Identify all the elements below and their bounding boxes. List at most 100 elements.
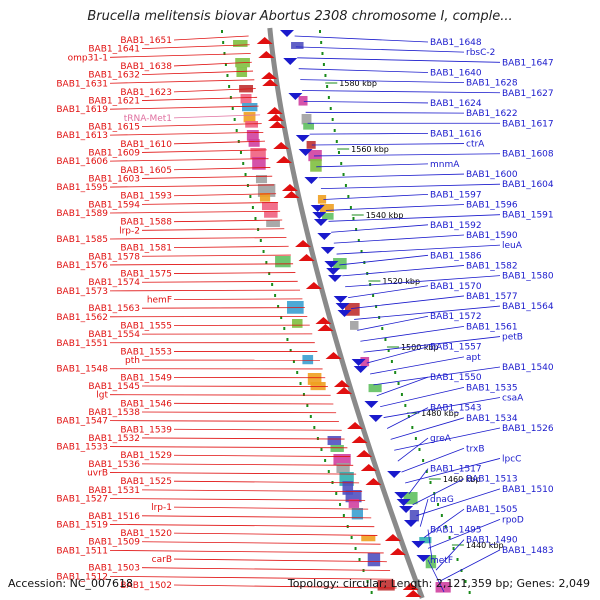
gene-label-right[interactable]: BAB1_1570 — [430, 282, 482, 292]
gene-label-right[interactable]: BAB1_1596 — [466, 201, 518, 211]
gene-label-right[interactable]: BAB1_1572 — [430, 312, 482, 322]
gene-label-right[interactable]: BAB1_1540 — [502, 363, 554, 373]
gene-label-right[interactable]: BAB1_1640 — [430, 68, 482, 78]
gene-label-left[interactable]: BAB1_1589 — [56, 209, 108, 219]
gene-label-right[interactable]: BAB1_1616 — [430, 129, 482, 139]
gene-label-right[interactable]: BAB1_1648 — [430, 38, 482, 48]
gene-label-right[interactable]: greA — [430, 434, 452, 444]
gene-label-right[interactable]: csaA — [502, 393, 524, 403]
gene-label-left[interactable]: BAB1_1574 — [88, 278, 140, 288]
gene-label-left[interactable]: carB — [152, 555, 172, 565]
gene-label-left[interactable]: BAB1_1531 — [88, 486, 140, 496]
gene-label-left[interactable]: BAB1_1619 — [56, 105, 108, 115]
gene-label-right[interactable]: BAB1_1513 — [466, 475, 518, 485]
gene-label-right[interactable]: BAB1_1534 — [466, 414, 518, 424]
gene-label-right[interactable]: BAB1_1591 — [502, 211, 554, 221]
gene-label-right[interactable]: trxB — [466, 444, 485, 454]
gene-label-right[interactable]: BAB1_1510 — [502, 485, 554, 495]
gene-label-left[interactable]: BAB1_1588 — [120, 218, 172, 228]
gene-label-left[interactable]: BAB1_1638 — [120, 62, 172, 72]
gene-label-right[interactable]: BAB1_1627 — [502, 89, 554, 99]
gene-label-right[interactable]: BAB1_1580 — [502, 272, 554, 282]
gene-label-right[interactable]: metF — [430, 556, 453, 566]
gene-label-left[interactable]: BAB1_1631 — [56, 79, 108, 89]
gene-label-right[interactable]: BAB1_1490 — [466, 536, 518, 546]
gene-label-right[interactable]: BAB1_1628 — [466, 79, 518, 89]
gene-label-left[interactable]: BAB1_1553 — [120, 347, 172, 357]
gene-label-left[interactable]: BAB1_1527 — [56, 494, 108, 504]
gene-label-left[interactable]: BAB1_1641 — [88, 45, 140, 55]
gene-label-left[interactable]: BAB1_1555 — [120, 321, 172, 331]
gene-label-left[interactable]: BAB1_1563 — [88, 304, 140, 314]
gene-label-left[interactable]: BAB1_1593 — [120, 192, 172, 202]
gene-label-left[interactable]: BAB1_1538 — [88, 408, 140, 418]
gene-label-right[interactable]: petB — [502, 333, 523, 343]
gene-label-left[interactable]: BAB1_1520 — [120, 529, 172, 539]
gene-label-right[interactable]: leuA — [502, 241, 523, 251]
gene-label-left[interactable]: BAB1_1545 — [88, 382, 140, 392]
gene-label-left[interactable]: BAB1_1549 — [120, 373, 172, 383]
gene-label-right[interactable]: BAB1_1543 — [430, 404, 482, 414]
gene-label-left[interactable]: BAB1_1585 — [56, 235, 108, 245]
gene-label-right[interactable]: rpoD — [502, 515, 524, 525]
gene-label-left[interactable]: BAB1_1547 — [56, 417, 108, 427]
gene-label-left[interactable]: BAB1_1575 — [120, 270, 172, 280]
gene-label-right[interactable]: BAB1_1505 — [466, 505, 518, 515]
gene-label-right[interactable]: BAB1_1590 — [466, 231, 518, 241]
gene-label-left[interactable]: BAB1_1533 — [56, 443, 108, 453]
gene-label-right[interactable]: BAB1_1622 — [466, 109, 518, 119]
gene-label-left[interactable]: BAB1_1546 — [120, 399, 172, 409]
gene-label-left[interactable]: BAB1_1548 — [56, 365, 108, 375]
gene-label-left[interactable]: BAB1_1632 — [88, 71, 140, 81]
gene-label-right[interactable]: BAB1_1535 — [466, 383, 518, 393]
gene-label-left[interactable]: hemF — [147, 296, 172, 306]
gene-label-left[interactable]: BAB1_1503 — [88, 564, 140, 574]
gene-label-left[interactable]: BAB1_1511 — [56, 546, 108, 556]
gene-label-right[interactable]: BAB1_1597 — [430, 190, 482, 200]
gene-label-left[interactable]: BAB1_1606 — [56, 157, 108, 167]
gene-label-right[interactable]: BAB1_1577 — [466, 292, 518, 302]
gene-label-right[interactable]: BAB1_1600 — [466, 170, 518, 180]
gene-label-right[interactable]: BAB1_1557 — [430, 343, 482, 353]
gene-label-left[interactable]: BAB1_1532 — [88, 434, 140, 444]
gene-label-left[interactable]: uvrB — [87, 469, 108, 479]
gene-label-left[interactable]: BAB1_1551 — [56, 339, 108, 349]
gene-label-right[interactable]: BAB1_1561 — [466, 322, 518, 332]
gene-label-left[interactable]: BAB1_1562 — [56, 313, 108, 323]
gene-label-left[interactable]: BAB1_1576 — [56, 261, 108, 271]
gene-label-right[interactable]: BAB1_1647 — [502, 58, 554, 68]
gene-label-left[interactable]: BAB1_1509 — [88, 538, 140, 548]
gene-label-right[interactable]: BAB1_1617 — [502, 119, 554, 129]
gene-label-left[interactable]: lgt — [96, 391, 108, 401]
gene-label-left[interactable]: BAB1_1529 — [120, 451, 172, 461]
gene-label-right[interactable]: BAB1_1495 — [430, 526, 482, 536]
gene-label-right[interactable]: rbsC-2 — [466, 48, 495, 58]
gene-label-left[interactable]: BAB1_1610 — [120, 140, 172, 150]
gene-label-right[interactable]: BAB1_1624 — [430, 99, 482, 109]
gene-label-left[interactable]: BAB1_1605 — [120, 166, 172, 176]
gene-label-left[interactable]: lrp-2 — [119, 226, 140, 236]
gene-label-left[interactable]: tRNA-Met1 — [124, 114, 172, 124]
gene-label-left[interactable]: BAB1_1536 — [88, 460, 140, 470]
gene-label-left[interactable]: BAB1_1539 — [120, 425, 172, 435]
gene-label-left[interactable]: BAB1_1516 — [88, 512, 140, 522]
gene-label-left[interactable]: BAB1_1525 — [120, 477, 172, 487]
gene-label-left[interactable]: BAB1_1594 — [88, 200, 140, 210]
gene-label-left[interactable]: lrp-1 — [151, 503, 172, 513]
gene-label-right[interactable]: BAB1_1517 — [430, 465, 482, 475]
gene-label-left[interactable]: BAB1_1502 — [120, 581, 172, 591]
gene-label-left[interactable]: BAB1_1623 — [120, 88, 172, 98]
gene-label-right[interactable]: mnmA — [430, 160, 460, 170]
gene-label-left[interactable]: BAB1_1613 — [56, 131, 108, 141]
gene-label-left[interactable]: BAB1_1573 — [56, 287, 108, 297]
gene-label-right[interactable]: BAB1_1608 — [502, 150, 554, 160]
gene-label-right[interactable]: BAB1_1592 — [430, 221, 482, 231]
gene-label-left[interactable]: BAB1_1512 — [56, 572, 108, 582]
gene-label-left[interactable]: BAB1_1603 — [88, 174, 140, 184]
gene-label-left[interactable]: BAB1_1519 — [56, 520, 108, 530]
gene-label-right[interactable]: apt — [466, 353, 481, 363]
gene-label-left[interactable]: BAB1_1578 — [88, 252, 140, 262]
gene-label-right[interactable]: BAB1_1550 — [430, 373, 482, 383]
gene-label-left[interactable]: pth — [125, 356, 140, 366]
gene-label-right[interactable]: BAB1_1582 — [466, 261, 518, 271]
